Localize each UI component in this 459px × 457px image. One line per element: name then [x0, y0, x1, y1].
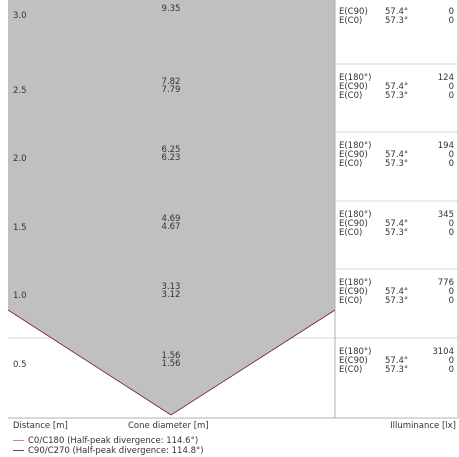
e180-value: 3104	[432, 347, 454, 357]
e-c0-angle: 57.3°	[385, 159, 408, 169]
cone-diameter-c90: 6.23	[162, 153, 181, 163]
e-c90-angle: 57.4°	[385, 82, 408, 92]
e180-label: E(180°)	[339, 347, 371, 357]
legend-swatch-c0-c180	[13, 440, 24, 441]
distance-rows: E(C90) 57.4° 0 E(C0) 57.3° 0 3.0 9.35 E(180°) 124…	[13, 4, 454, 375]
cone-shape	[8, 0, 335, 415]
e180-value: 345	[438, 210, 454, 220]
e-c90-angle: 57.4°	[385, 287, 408, 297]
e-c0-label: E(C0)	[339, 228, 362, 238]
e-c0-value: 0	[449, 16, 454, 26]
e-c0-angle: 57.3°	[385, 16, 408, 26]
cone-diameter-c0: 3.13	[162, 282, 181, 292]
cone-diameter-c0: 6.25	[162, 145, 181, 155]
legend-entry-c0-c180: C0/C180 (Half-peak divergence: 114.6°)	[13, 436, 198, 446]
e-c0-label: E(C0)	[339, 16, 362, 26]
e-c0-label: E(C0)	[339, 365, 362, 375]
e-c0-label: E(C0)	[339, 159, 362, 169]
distance-axis-label: Distance [m]	[13, 421, 68, 431]
cone-diameter-c90: 3.12	[162, 290, 181, 300]
distance-label: 2.5	[13, 86, 27, 96]
cone-diameter: 9.35	[162, 4, 181, 14]
e-c90-label: E(C90)	[339, 287, 368, 297]
legend-label-c0-c180: C0/C180 (Half-peak divergence: 114.6°)	[28, 436, 199, 446]
distance-label: 1.5	[13, 223, 27, 233]
e-c90-value: 0	[449, 287, 454, 297]
distance-label: 0.5	[13, 360, 27, 370]
illuminance-axis-label: Illuminance [lx]	[390, 421, 456, 431]
e-c0-value: 0	[449, 365, 454, 375]
e-c90-angle: 57.4°	[385, 219, 408, 229]
cone-diameter-c0: 7.82	[162, 77, 181, 87]
e-c0-value: 0	[449, 91, 454, 101]
cone-diameter-c0: 4.69	[162, 214, 181, 224]
distance-label: 3.0	[13, 11, 27, 21]
cone-diameter-c90: 1.56	[162, 359, 181, 369]
e180-label: E(180°)	[339, 210, 371, 220]
e-c90-angle: 57.4°	[385, 150, 408, 160]
legend-label-c90-c270: C90/C270 (Half-peak divergence: 114.8°)	[28, 446, 204, 456]
e180-value: 194	[438, 141, 454, 151]
e180-label: E(180°)	[339, 141, 371, 151]
e-c90-value: 0	[449, 7, 454, 17]
e-c90-label: E(C90)	[339, 7, 368, 17]
e-c0-value: 0	[449, 228, 454, 238]
e-c0-label: E(C0)	[339, 91, 362, 101]
e-c0-angle: 57.3°	[385, 91, 408, 101]
cone-right-edge	[170, 309, 336, 416]
cone-diameter-c90: 4.67	[162, 222, 181, 232]
e180-label: E(180°)	[339, 73, 371, 83]
distance-label: 1.0	[13, 291, 27, 301]
e180-value: 124	[438, 73, 454, 83]
e-c0-label: E(C0)	[339, 296, 362, 306]
e-c0-angle: 57.3°	[385, 365, 408, 375]
e-c90-angle: 57.4°	[385, 356, 408, 366]
e-c90-value: 0	[449, 219, 454, 229]
e180-value: 776	[438, 278, 454, 288]
e-c90-label: E(C90)	[339, 150, 368, 160]
legend-entry-c90-c270: C90/C270 (Half-peak divergence: 114.8°)	[13, 446, 204, 456]
e-c90-label: E(C90)	[339, 82, 368, 92]
e-c90-value: 0	[449, 356, 454, 366]
cone-diameter-c90: 7.79	[162, 85, 181, 95]
e-c0-angle: 57.3°	[385, 228, 408, 238]
e-c0-value: 0	[449, 296, 454, 306]
cone-diameter-axis-label: Cone diameter [m]	[128, 421, 209, 431]
e180-label: E(180°)	[339, 278, 371, 288]
e-c90-label: E(C90)	[339, 219, 368, 229]
e-c0-angle: 57.3°	[385, 296, 408, 306]
cone-left-edge	[7, 309, 172, 416]
e-c0-value: 0	[449, 159, 454, 169]
e-c90-angle: 57.4°	[385, 7, 408, 17]
e-c90-label: E(C90)	[339, 356, 368, 366]
distance-label: 2.0	[13, 154, 27, 164]
cone-diameter-c0: 1.56	[162, 351, 181, 361]
legend-swatch-c90-c270	[13, 450, 24, 451]
e-c90-value: 0	[449, 82, 454, 92]
e-c90-value: 0	[449, 150, 454, 160]
